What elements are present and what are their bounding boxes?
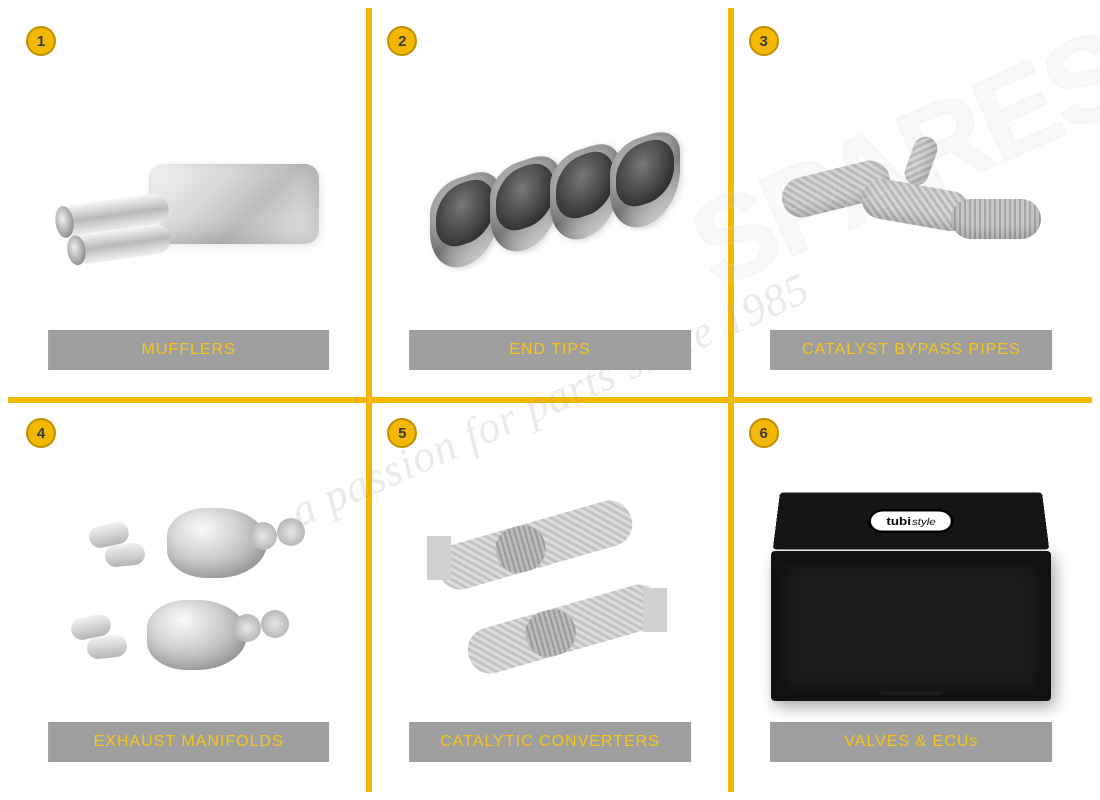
category-cell-exhaust-manifolds[interactable]: 4 EXHAUST MANIFOLDS [8,400,369,792]
brand-logo: tubistyle [868,509,955,533]
category-label: CATALYST BYPASS PIPES [770,330,1052,370]
category-label: CATALYTIC CONVERTERS [409,722,691,762]
category-cell-bypass-pipes[interactable]: 3 CATALYST BYPASS PIPES [731,8,1092,400]
badge-number: 3 [749,26,779,56]
ecu-module-label: ExCU [862,626,889,637]
brand-suffix: style [912,516,936,527]
category-grid: 1 MUFFLERS 2 END TIPS 3 [8,8,1092,792]
category-label: END TIPS [409,330,691,370]
category-label: VALVES & ECUs [770,722,1052,762]
badge-number: 4 [26,418,56,448]
category-label: MUFFLERS [48,330,330,370]
category-cell-mufflers[interactable]: 1 MUFFLERS [8,8,369,400]
badge-number: 1 [26,26,56,56]
ecu-module-icon: ExCU [851,591,971,677]
remote-control-icon [878,671,944,695]
category-cell-end-tips[interactable]: 2 END TIPS [369,8,730,400]
category-label: EXHAUST MANIFOLDS [48,722,330,762]
divider-horizontal [8,397,1092,403]
brand-primary: tubi [886,515,911,528]
category-cell-valves-ecus[interactable]: 6 tubistyle ExCU VALVES & ECUs [731,400,1092,792]
badge-number: 6 [749,418,779,448]
category-cell-catalytic-converters[interactable]: 5 CATALYTIC CONVERTERS [369,400,730,792]
